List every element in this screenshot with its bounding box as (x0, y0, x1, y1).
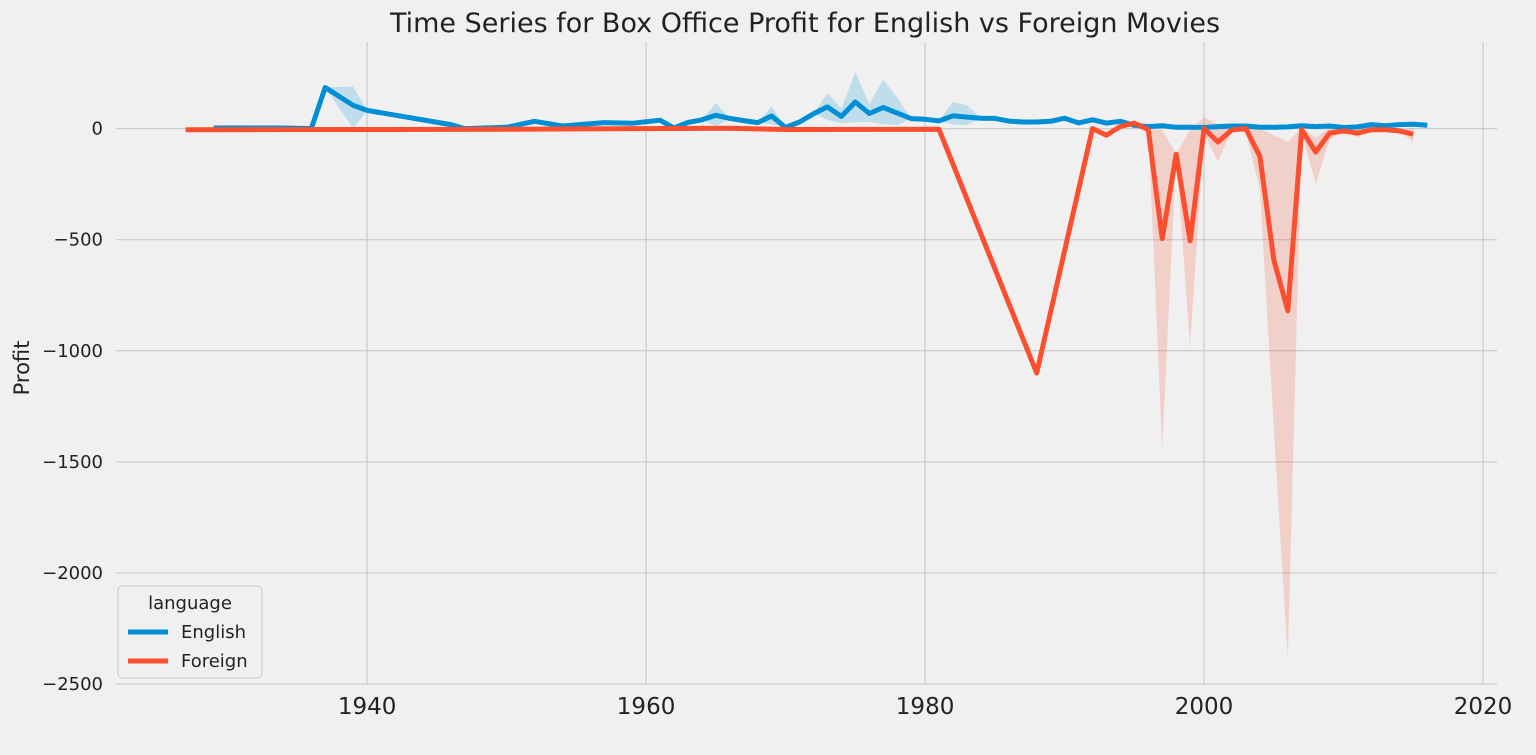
y-tick-label: −1500 (42, 452, 103, 473)
legend-entries: English Foreign (128, 622, 248, 672)
x-tick-label: 1960 (617, 694, 676, 720)
x-tick-label: 2020 (1454, 694, 1513, 720)
y-tick-label: −2500 (42, 674, 103, 695)
x-axis-ticks: 1940 1960 1980 2000 2020 (338, 694, 1513, 720)
ci-band-english (213, 72, 1428, 129)
confidence-bands (185, 72, 1428, 660)
grid (116, 42, 1497, 685)
y-axis-ticks: 0 −500 −1000 −1500 −2000 −2500 (42, 119, 103, 695)
legend-label-english: English (181, 622, 246, 643)
y-tick-label: −2000 (42, 563, 103, 584)
series-line-english (213, 85, 1428, 132)
series-lines (185, 85, 1428, 376)
x-tick-label: 1940 (338, 694, 397, 720)
legend-title: language (148, 593, 232, 614)
y-axis-label: Profit (10, 341, 34, 396)
y-tick-label: 0 (92, 119, 103, 140)
y-tick-label: −500 (54, 230, 103, 251)
y-tick-label: −1000 (42, 341, 103, 362)
legend: language English Foreign (117, 585, 263, 679)
x-tick-label: 1980 (896, 694, 955, 720)
legend-label-foreign: Foreign (181, 651, 248, 672)
x-tick-label: 2000 (1175, 694, 1234, 720)
legend-frame (117, 585, 263, 679)
chart-title: Time Series for Box Office Profit for En… (389, 8, 1220, 39)
ci-band-foreign (185, 117, 1414, 660)
series-line-foreign (185, 120, 1414, 376)
